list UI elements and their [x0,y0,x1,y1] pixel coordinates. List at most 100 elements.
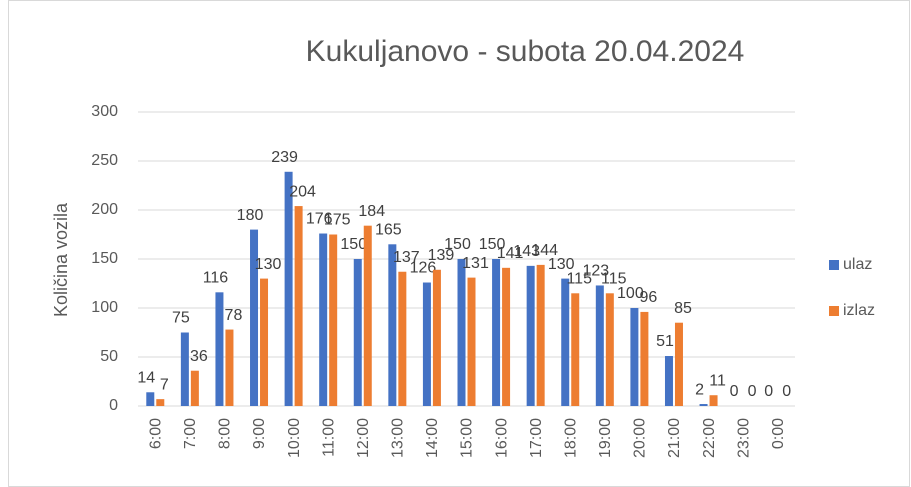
data-label: 165 [375,222,402,239]
data-label: 115 [566,271,592,288]
bar [353,259,362,406]
data-label: 150 [444,236,471,253]
bar [561,278,570,406]
data-label: 131 [462,255,489,272]
bar [284,171,293,406]
x-tick-label: 0:00 [770,418,787,449]
bar [605,293,614,406]
x-tick-label: 20:00 [632,418,649,458]
data-label: 14 [137,369,155,386]
data-label: 204 [289,183,316,200]
x-tick-label: 19:00 [597,418,614,458]
data-label: 176 [306,211,333,228]
bar [190,370,199,406]
bar [630,308,639,406]
y-tick-label: 150 [91,250,118,267]
data-label: 75 [172,310,190,327]
data-label: 126 [410,260,437,277]
bar [432,269,441,406]
data-label: 36 [190,348,208,365]
y-tick-label: 50 [100,348,118,365]
bar [699,404,708,406]
bar [146,392,155,406]
x-tick-label: 9:00 [251,418,268,449]
data-label: 139 [428,247,455,264]
y-axis-label: Količina vozila [51,202,71,317]
data-label: 239 [271,149,298,166]
bar [388,244,397,406]
data-label: 11 [709,372,726,389]
x-tick-label: 15:00 [459,418,476,458]
legend-label: izlaz [843,302,875,319]
data-label: 175 [324,212,351,229]
bar [225,329,234,406]
bar [492,259,501,406]
x-tick-label: 17:00 [528,418,545,458]
x-tick-label: 16:00 [493,418,510,458]
bar [595,285,604,406]
data-label: 143 [513,243,540,260]
y-tick-label: 100 [91,299,118,316]
data-label: 85 [674,300,692,317]
bar [329,234,338,406]
bar [640,311,649,406]
data-label: 180 [237,207,264,224]
data-label: 0 [730,383,739,400]
data-label: 78 [225,307,243,324]
x-tick-label: 7:00 [182,418,199,449]
bar [467,277,476,406]
data-label: 100 [617,285,644,302]
y-tick-label: 250 [91,152,118,169]
x-tick-label: 12:00 [355,418,372,458]
data-label: 150 [340,236,367,253]
x-tick-label: 11:00 [320,418,337,457]
data-label: 51 [656,333,674,350]
bar [398,271,407,406]
data-label: 7 [160,376,169,393]
y-tick-label: 200 [91,201,118,218]
legend-label: ulaz [843,256,872,273]
data-label: 0 [748,383,757,400]
data-label: 96 [639,289,657,306]
bar [674,322,683,406]
data-label: 130 [255,256,282,273]
data-label: 184 [358,203,385,220]
x-tick-label: 6:00 [148,418,165,449]
data-label: 141 [497,245,524,262]
data-label: 115 [601,271,627,288]
chart-title: Kukuljanovo - subota 20.04.2024 [306,35,745,68]
bar [502,267,511,406]
data-label: 123 [582,263,609,280]
legend-swatch [829,260,839,270]
bar [457,259,466,406]
data-label: 137 [393,249,420,266]
data-label: 144 [531,242,558,259]
x-tick-label: 10:00 [286,418,303,458]
x-tick-label: 8:00 [217,418,234,449]
y-tick-label: 0 [109,397,118,414]
x-tick-label: 22:00 [701,418,718,458]
data-label: 2 [695,381,704,398]
bar [180,332,189,406]
bar [709,395,718,406]
bar [260,278,269,406]
bar [363,225,372,406]
bar [526,265,535,406]
y-tick-label: 300 [91,103,118,120]
bar [156,399,165,406]
bar [215,292,224,406]
data-label: 116 [203,270,229,287]
data-label: 0 [764,383,773,400]
x-tick-label: 21:00 [666,418,683,458]
legend-swatch [829,306,839,316]
bar [250,229,259,406]
data-label: 130 [548,256,575,273]
x-tick-label: 14:00 [424,418,441,458]
bar [664,356,673,406]
x-tick-label: 18:00 [562,418,579,458]
bar [536,264,545,406]
bar [319,233,328,406]
data-label: 150 [479,236,506,253]
x-tick-label: 13:00 [390,418,407,458]
